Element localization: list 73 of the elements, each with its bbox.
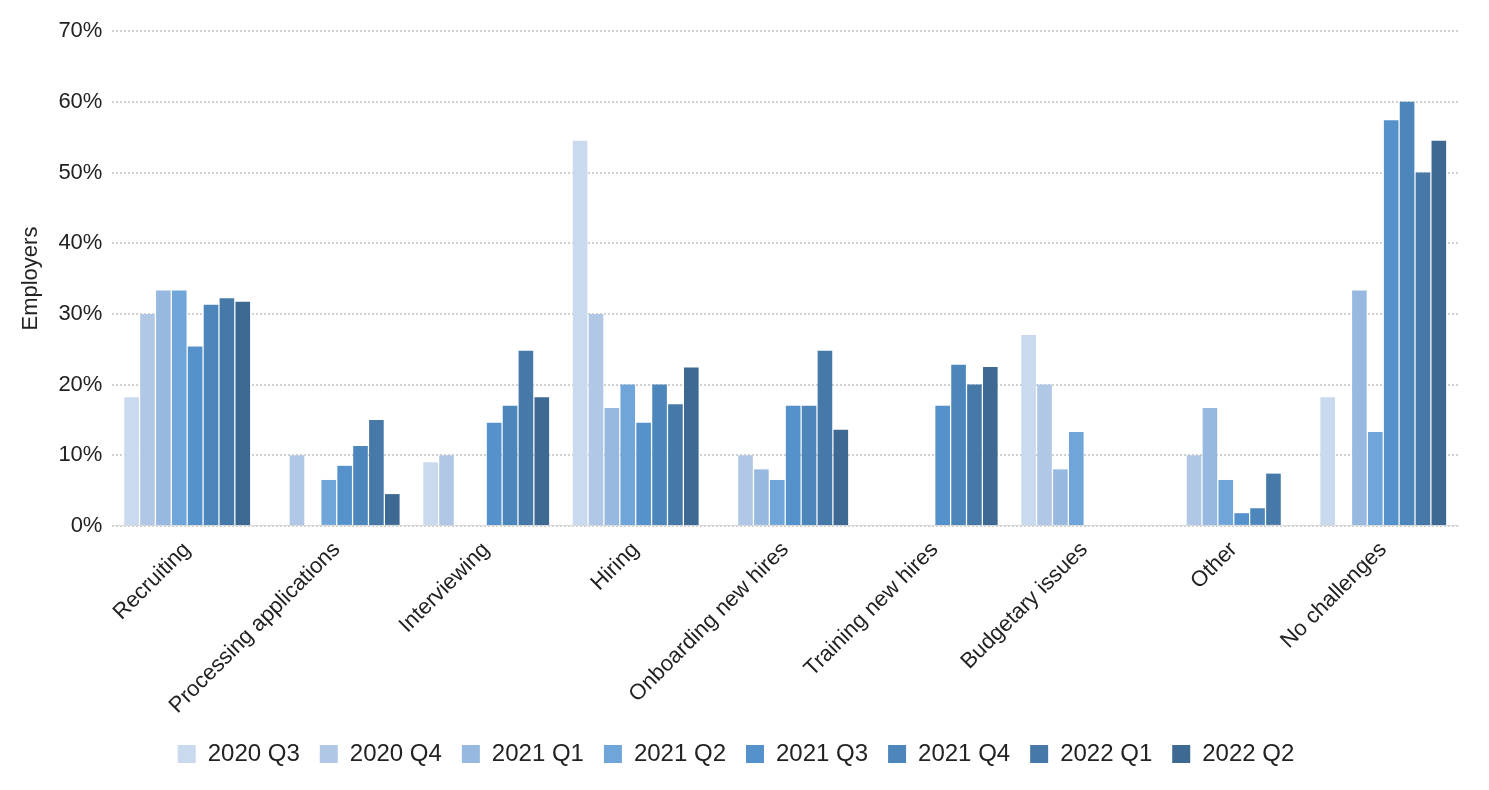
y-tick-label: 20% — [58, 370, 103, 396]
bar — [439, 455, 454, 525]
bar — [652, 384, 667, 525]
bar — [636, 422, 651, 525]
bar — [1415, 172, 1431, 525]
bar — [817, 350, 833, 525]
bar — [620, 384, 636, 525]
bar — [588, 313, 604, 525]
bar — [1352, 290, 1367, 525]
bar — [935, 405, 950, 525]
bar — [1202, 407, 1218, 525]
bar — [1068, 431, 1084, 525]
bar — [187, 346, 203, 525]
bar — [668, 404, 683, 525]
bar — [1218, 479, 1234, 525]
legend-label: 2020 Q3 — [207, 738, 300, 766]
bar — [684, 367, 699, 525]
y-tick-label: 60% — [58, 87, 103, 113]
bar — [604, 407, 620, 525]
bar — [502, 405, 518, 525]
bar — [833, 429, 849, 525]
bar — [384, 494, 400, 525]
bar — [769, 479, 785, 525]
bar — [1186, 455, 1202, 525]
legend-label: 2022 Q2 — [1202, 738, 1295, 766]
bar — [1234, 513, 1249, 525]
bar — [337, 465, 352, 525]
bar — [203, 304, 219, 525]
bar — [171, 290, 187, 525]
legend-label: 2021 Q1 — [491, 738, 584, 766]
bar — [518, 350, 534, 525]
bar — [951, 364, 966, 525]
bar — [1320, 397, 1335, 525]
bar — [235, 301, 251, 525]
legend-label: 2021 Q4 — [918, 738, 1011, 766]
y-tick-label: 0% — [70, 511, 103, 537]
bar — [1053, 469, 1068, 525]
y-axis-title: Employers — [17, 226, 43, 331]
bar — [1431, 140, 1447, 525]
y-tick-label: 40% — [58, 229, 103, 255]
legend-label: 2020 Q4 — [349, 738, 442, 766]
bar — [486, 422, 502, 525]
legend-label: 2022 Q1 — [1060, 738, 1153, 766]
bar — [321, 479, 337, 525]
bar — [124, 397, 139, 525]
bar — [1399, 101, 1415, 525]
bar — [534, 397, 550, 525]
y-tick-label: 70% — [58, 17, 103, 43]
bar — [1021, 335, 1036, 525]
y-tick-label: 10% — [58, 441, 103, 467]
legend-label: 2021 Q2 — [633, 738, 726, 766]
bar — [156, 290, 171, 525]
bar — [572, 140, 588, 525]
bar — [983, 366, 998, 525]
bar — [785, 405, 801, 525]
bar — [369, 419, 384, 525]
bar — [1037, 384, 1052, 525]
bar — [1250, 508, 1265, 525]
bar — [1383, 120, 1399, 525]
bar — [289, 455, 305, 525]
y-tick-label: 50% — [58, 158, 103, 184]
legend-label: 2021 Q3 — [776, 738, 869, 766]
bar — [140, 313, 155, 525]
bar — [738, 455, 753, 525]
bar — [754, 469, 769, 525]
bar — [967, 384, 982, 525]
bar — [1266, 473, 1281, 525]
y-tick-label: 30% — [58, 299, 103, 325]
bar — [219, 298, 235, 525]
bar — [801, 405, 817, 525]
bar — [353, 446, 368, 525]
bar — [1368, 431, 1383, 525]
bar — [423, 462, 438, 525]
